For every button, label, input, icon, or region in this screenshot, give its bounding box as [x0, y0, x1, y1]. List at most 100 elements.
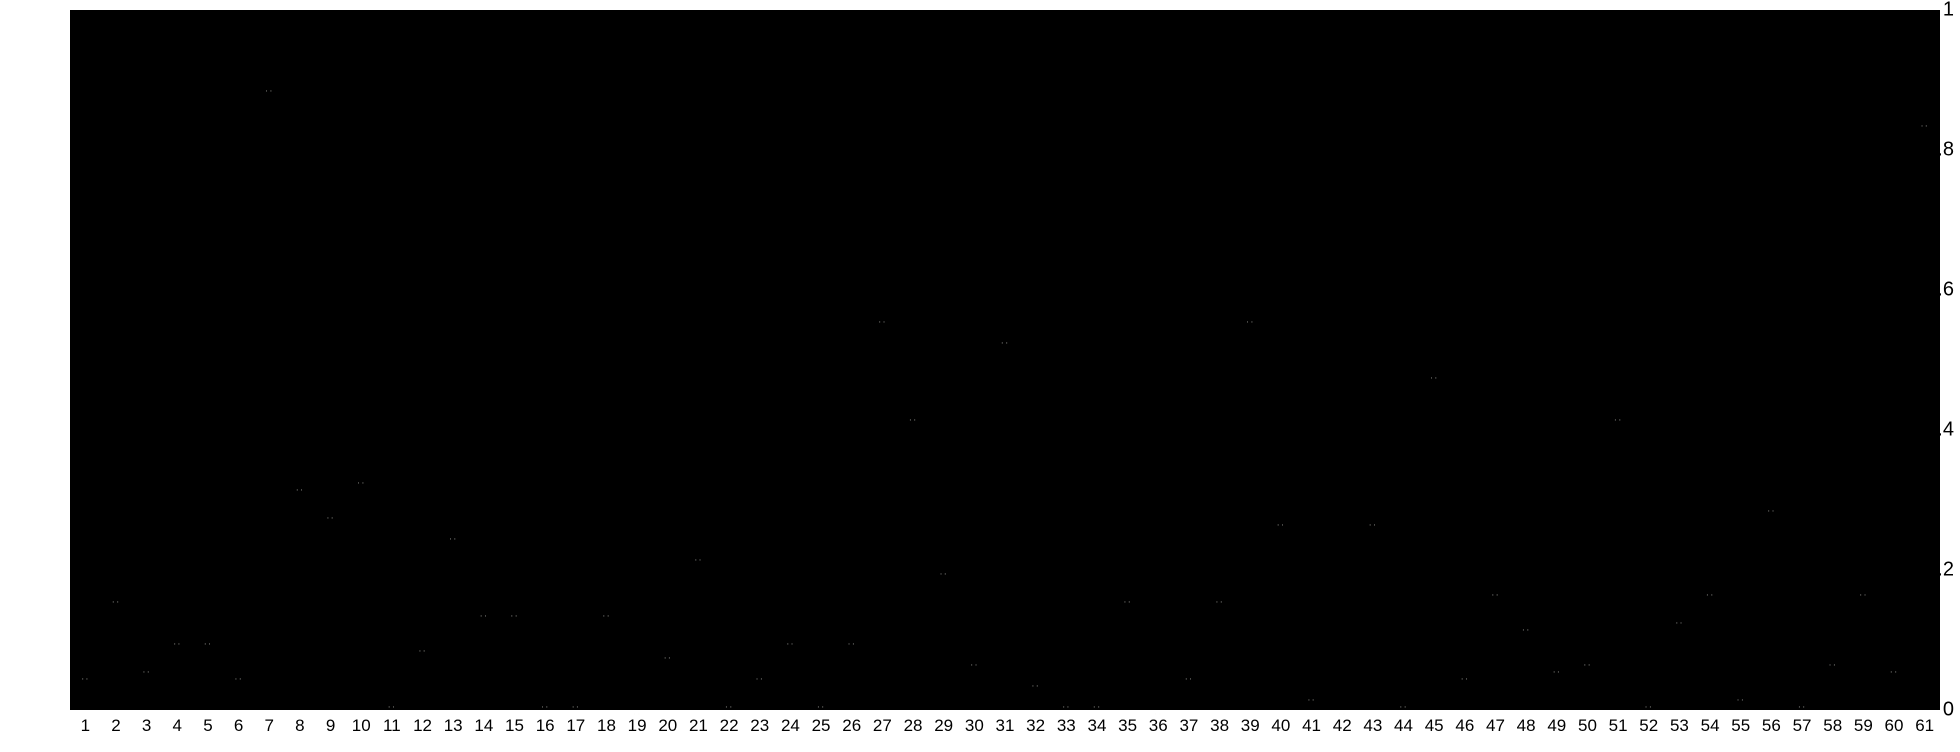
x-tick-label: 39: [1241, 716, 1260, 736]
x-tick-label: 14: [474, 716, 493, 736]
bar: [1085, 696, 1109, 710]
x-tick-label: 51: [1609, 716, 1628, 736]
x-tick-label: 59: [1854, 716, 1873, 736]
bar: [1729, 689, 1753, 710]
x-tick-label: 3: [142, 716, 151, 736]
bar: [1913, 115, 1937, 710]
x-tick-label: 26: [842, 716, 861, 736]
bar: [564, 696, 588, 710]
x-tick-label: 28: [904, 716, 923, 736]
x-tick-label: 47: [1486, 716, 1505, 736]
x-tick-label: 18: [597, 716, 616, 736]
bar: [1269, 514, 1293, 710]
x-tick-label: 43: [1363, 716, 1382, 736]
bar: [319, 507, 343, 710]
x-tick-label: 17: [566, 716, 585, 736]
bar: [1576, 654, 1600, 710]
x-tick-label: 29: [934, 716, 953, 736]
x-tick-label: 20: [658, 716, 677, 736]
bar: [503, 605, 527, 710]
bar: [1300, 689, 1324, 710]
x-tick-label: 4: [173, 716, 182, 736]
bar: [1484, 584, 1508, 710]
bar: [411, 640, 435, 710]
x-tick-label: 40: [1271, 716, 1290, 736]
x-tick-label: 8: [295, 716, 304, 736]
x-tick-label: 32: [1026, 716, 1045, 736]
bar: [196, 633, 220, 710]
chart: 00.20.40.60.81 1234567891011121314151617…: [0, 0, 1960, 752]
bar: [73, 668, 97, 710]
bar: [349, 472, 373, 710]
x-tick-label: 38: [1210, 716, 1229, 736]
bar: [1759, 500, 1783, 710]
x-tick-label: 5: [203, 716, 212, 736]
bar: [1453, 668, 1477, 710]
bar: [901, 409, 925, 710]
x-tick-label: 48: [1517, 716, 1536, 736]
x-tick-label: 31: [996, 716, 1015, 736]
x-tick-label: 16: [536, 716, 555, 736]
bar: [1116, 591, 1140, 710]
bar: [809, 696, 833, 710]
bar: [870, 311, 894, 710]
bar: [1514, 619, 1538, 710]
x-tick-label: 60: [1885, 716, 1904, 736]
bar: [1361, 514, 1385, 710]
x-tick-label: 15: [505, 716, 524, 736]
x-tick-label: 34: [1087, 716, 1106, 736]
x-tick-label: 1: [81, 716, 90, 736]
bar: [288, 479, 312, 710]
bar: [1208, 591, 1232, 710]
bar: [533, 696, 557, 710]
bar: [1146, 703, 1170, 710]
x-tick-label: 22: [720, 716, 739, 736]
x-tick-label: 35: [1118, 716, 1137, 736]
bar: [1024, 675, 1048, 710]
x-tick-label: 55: [1731, 716, 1750, 736]
bar: [1698, 584, 1722, 710]
bar: [778, 633, 802, 710]
x-tick-label: 27: [873, 716, 892, 736]
x-tick-label: 10: [352, 716, 371, 736]
x-tick-label: 58: [1823, 716, 1842, 736]
bar: [1054, 696, 1078, 710]
x-tick-label: 42: [1333, 716, 1352, 736]
bar: [227, 668, 251, 710]
x-tick-label: 13: [444, 716, 463, 736]
x-tick-label: 41: [1302, 716, 1321, 736]
bar: [1606, 409, 1630, 710]
x-tick-label: 33: [1057, 716, 1076, 736]
bar: [1177, 668, 1201, 710]
x-tick-label: 44: [1394, 716, 1413, 736]
bar: [840, 633, 864, 710]
x-tick-label: 24: [781, 716, 800, 736]
x-tick-label: 61: [1915, 716, 1934, 736]
bar: [472, 605, 496, 710]
x-tick-label: 30: [965, 716, 984, 736]
bar: [625, 703, 649, 710]
x-tick-label: 37: [1179, 716, 1198, 736]
x-tick-label: 57: [1793, 716, 1812, 736]
bar: [380, 696, 404, 710]
bar: [1882, 661, 1906, 710]
x-tick-label: 7: [265, 716, 274, 736]
bar: [441, 528, 465, 710]
bar: [1821, 654, 1845, 710]
x-tick-label: 23: [750, 716, 769, 736]
bar: [993, 332, 1017, 710]
bar: [1238, 311, 1262, 710]
bar: [1637, 696, 1661, 710]
bar: [135, 661, 159, 710]
bar: [595, 605, 619, 710]
bar: [748, 668, 772, 710]
bar: [1790, 696, 1814, 710]
x-tick-label: 2: [111, 716, 120, 736]
x-tick-label: 49: [1547, 716, 1566, 736]
x-tick-label: 9: [326, 716, 335, 736]
x-tick-label: 11: [383, 716, 401, 736]
bar: [1545, 661, 1569, 710]
bar: [165, 633, 189, 710]
x-tick-label: 50: [1578, 716, 1597, 736]
bar: [932, 563, 956, 710]
